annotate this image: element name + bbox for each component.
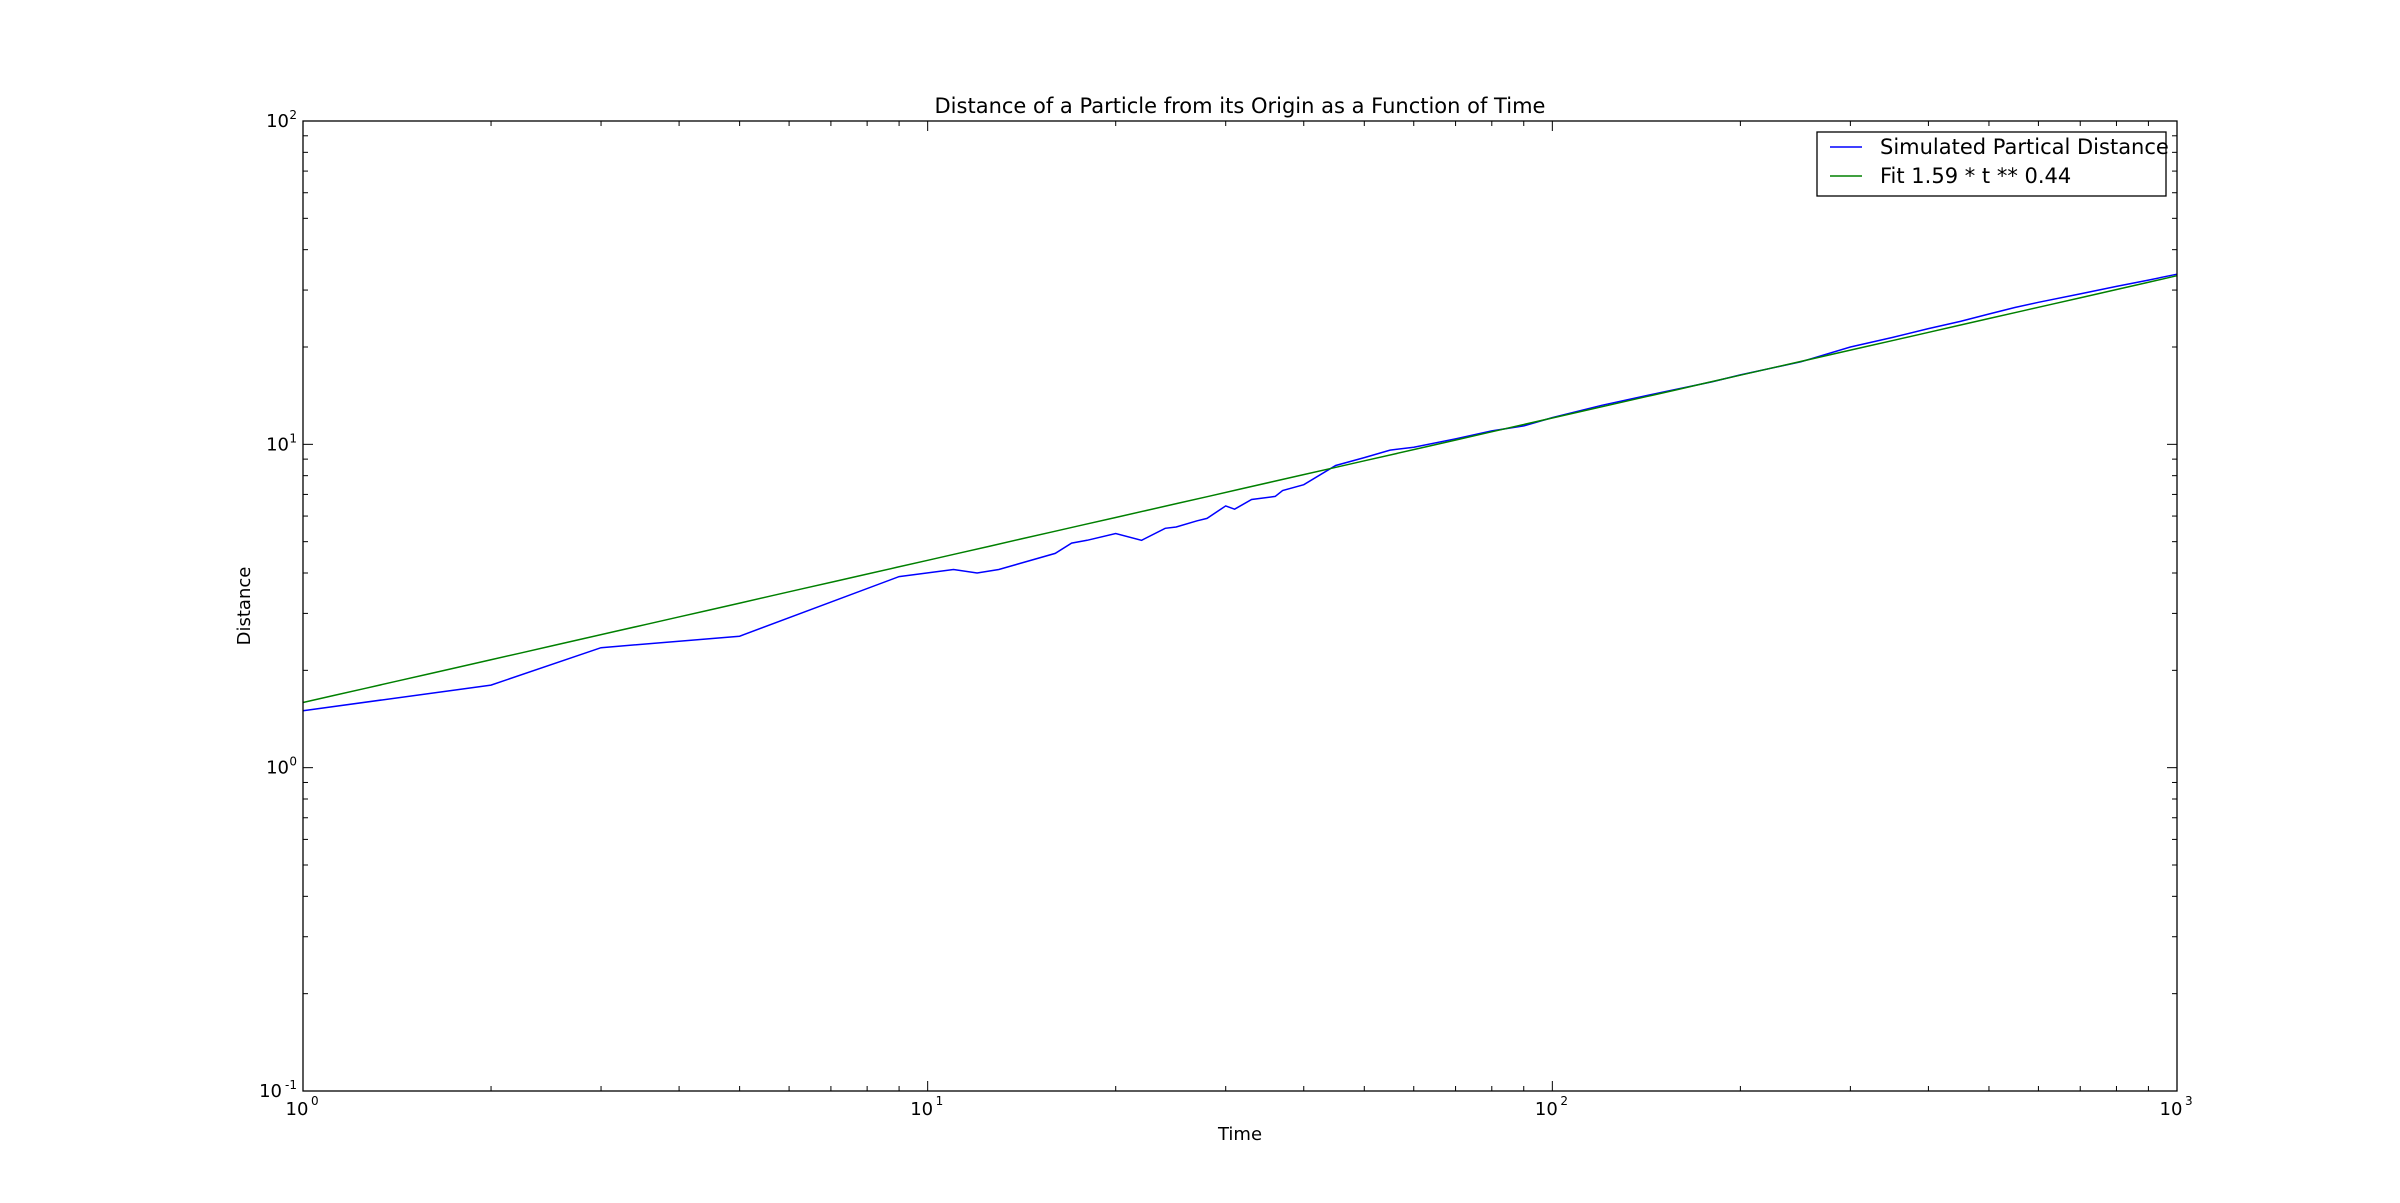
plot-frame xyxy=(302,120,2178,1092)
series-layer xyxy=(302,273,2178,712)
legend-box xyxy=(1816,131,2167,197)
legend-label-fit: Fit 1.59 * t ** 0.44 xyxy=(1880,164,2071,188)
plot-area xyxy=(303,121,2177,1091)
x-tick-label: 10 xyxy=(286,1099,309,1120)
y-tick-label: 10 xyxy=(266,434,289,455)
y-tick-exponent: 2 xyxy=(289,108,297,122)
y-tick-label: 10 xyxy=(266,758,289,779)
chart-title: Distance of a Particle from its Origin a… xyxy=(935,94,1546,118)
series-line-simulated xyxy=(302,273,2178,712)
legend: Simulated Partical Distance Fit 1.59 * t… xyxy=(1816,131,2169,197)
labels-layer: Distance of a Particle from its Origin a… xyxy=(234,94,1545,1145)
x-tick-exponent: 2 xyxy=(1560,1094,1568,1108)
x-tick-exponent: 0 xyxy=(311,1094,319,1108)
y-axis-label: Distance xyxy=(234,567,255,646)
y-tick-label: 10 xyxy=(266,111,289,132)
legend-label-simulated: Simulated Partical Distance xyxy=(1880,135,2169,159)
series-line-fit xyxy=(302,274,2178,704)
y-tick-exponent: 1 xyxy=(289,431,297,445)
x-tick-exponent: 1 xyxy=(936,1094,944,1108)
x-tick-label: 10 xyxy=(2160,1099,2183,1120)
x-axis-label: Time xyxy=(1217,1124,1262,1145)
y-tick-label: 10 xyxy=(259,1081,282,1102)
y-tick-exponent: 0 xyxy=(289,755,297,769)
x-tick-exponent: 3 xyxy=(2185,1094,2193,1108)
x-tick-label: 10 xyxy=(1535,1099,1558,1120)
x-tick-label: 10 xyxy=(910,1099,933,1120)
y-tick-exponent: -1 xyxy=(285,1078,297,1092)
